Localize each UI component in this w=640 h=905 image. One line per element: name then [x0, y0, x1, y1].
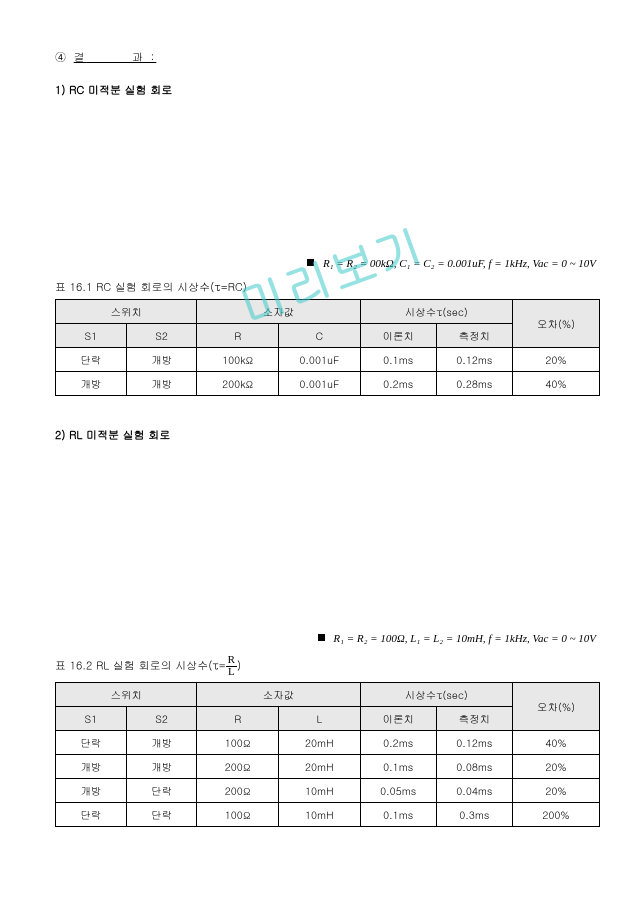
part1-formula: R₁ = R₂ = 00kΩ, C₁ = C₂ = 0.001uF, f = 1… — [55, 258, 600, 270]
cell: 개방 — [126, 731, 197, 755]
table1-caption: 표 16.1 RC 실험 회로의 시상수(τ=RC) — [55, 280, 600, 295]
cell: 0.05ms — [360, 779, 436, 803]
cell: 개방 — [126, 372, 197, 396]
th-elem: 소자값 — [197, 683, 360, 707]
cell: 0.08ms — [436, 755, 512, 779]
th-s1: S1 — [56, 707, 127, 731]
th-switch: 스위치 — [56, 300, 197, 324]
cell: 개방 — [56, 779, 127, 803]
cell: 개방 — [126, 348, 197, 372]
cell: 100Ω — [197, 803, 279, 827]
cell: 10mH — [279, 779, 361, 803]
cell: 0.001uF — [279, 372, 361, 396]
cell: 200kΩ — [197, 372, 279, 396]
th-c: C — [279, 324, 361, 348]
th-r: R — [197, 707, 279, 731]
fraction-den: L — [226, 667, 237, 678]
th-tau: 시상수τ(sec) — [360, 683, 512, 707]
cell: 개방 — [56, 372, 127, 396]
cell: 단락 — [126, 779, 197, 803]
cell: 단락 — [56, 348, 127, 372]
cell: 단락 — [126, 803, 197, 827]
cell: 0.1ms — [360, 803, 436, 827]
cell: 200Ω — [197, 779, 279, 803]
table2-caption: 표 16.2 RL 실험 회로의 시상수(τ=RL) — [55, 655, 600, 678]
th-meas: 측정치 — [436, 324, 512, 348]
section-number: ④ — [55, 50, 68, 65]
table-rc: 스위치 소자값 시상수τ(sec) 오차(%) S1 S2 R C 이론치 측정… — [55, 299, 600, 396]
th-r: R — [197, 324, 279, 348]
cell: 20% — [512, 779, 599, 803]
fraction: RL — [226, 655, 237, 678]
cell: 100Ω — [197, 731, 279, 755]
th-meas: 측정치 — [436, 707, 512, 731]
caption-pre: 표 16.2 RL 실험 회로의 시상수(τ= — [55, 659, 226, 674]
part2-formula-text: R₁ = R₂ = 100Ω, L₁ = L₂ = 10mH, f = 1kHz… — [333, 633, 596, 645]
cell: 200% — [512, 803, 599, 827]
cell: 100kΩ — [197, 348, 279, 372]
cell: 20% — [512, 755, 599, 779]
cell: 20mH — [279, 755, 361, 779]
cell: 40% — [512, 372, 599, 396]
table-row: 개방 개방 200Ω 20mH 0.1ms 0.08ms 20% — [56, 755, 600, 779]
cell: 20mH — [279, 731, 361, 755]
cell: 0.12ms — [436, 348, 512, 372]
table-row: 개방 단락 200Ω 10mH 0.05ms 0.04ms 20% — [56, 779, 600, 803]
th-l: L — [279, 707, 361, 731]
th-theory: 이론치 — [360, 324, 436, 348]
cell: 단락 — [56, 731, 127, 755]
cell: 0.04ms — [436, 779, 512, 803]
cell: 20% — [512, 348, 599, 372]
part1-heading: 1) RC 미적분 실험 회로 — [55, 83, 600, 98]
cell: 0.28ms — [436, 372, 512, 396]
th-theory: 이론치 — [360, 707, 436, 731]
th-s1: S1 — [56, 324, 127, 348]
cell: 0.1ms — [360, 348, 436, 372]
table-row: 개방 개방 200kΩ 0.001uF 0.2ms 0.28ms 40% — [56, 372, 600, 396]
caption-post: ) — [237, 659, 241, 674]
table-row: 단락 단락 100Ω 10mH 0.1ms 0.3ms 200% — [56, 803, 600, 827]
cell: 0.3ms — [436, 803, 512, 827]
part2-heading: 2) RL 미적분 실험 회로 — [55, 428, 600, 443]
th-err: 오차(%) — [512, 300, 599, 348]
th-tau: 시상수τ(sec) — [360, 300, 512, 324]
cell: 0.2ms — [360, 731, 436, 755]
section-title-right: 과 : — [132, 50, 156, 65]
bullet-icon — [318, 634, 325, 641]
cell: 개방 — [56, 755, 127, 779]
th-s2: S2 — [126, 324, 197, 348]
th-switch: 스위치 — [56, 683, 197, 707]
page: 미리보기 ④ 결 과 : 1) RC 미적분 실험 회로 R₁ = R₂ = 0… — [0, 0, 640, 905]
cell: 200Ω — [197, 755, 279, 779]
table-header-row: 스위치 소자값 시상수τ(sec) 오차(%) — [56, 300, 600, 324]
cell: 0.2ms — [360, 372, 436, 396]
cell: 개방 — [126, 755, 197, 779]
cell: 40% — [512, 731, 599, 755]
part1-formula-text: R₁ = R₂ = 00kΩ, C₁ = C₂ = 0.001uF, f = 1… — [323, 258, 596, 270]
cell: 0.12ms — [436, 731, 512, 755]
table-rl: 스위치 소자값 시상수τ(sec) 오차(%) S1 S2 R L 이론치 측정… — [55, 682, 600, 827]
section-title-left: 결 — [74, 50, 87, 65]
part2-formula: R₁ = R₂ = 100Ω, L₁ = L₂ = 10mH, f = 1kHz… — [55, 633, 600, 645]
cell: 단락 — [56, 803, 127, 827]
cell: 0.001uF — [279, 348, 361, 372]
th-err: 오차(%) — [512, 683, 599, 731]
th-elem: 소자값 — [197, 300, 360, 324]
table-row: 단락 개방 100kΩ 0.001uF 0.1ms 0.12ms 20% — [56, 348, 600, 372]
bullet-icon — [307, 259, 314, 266]
table-header-row: 스위치 소자값 시상수τ(sec) 오차(%) — [56, 683, 600, 707]
th-s2: S2 — [126, 707, 197, 731]
cell: 10mH — [279, 803, 361, 827]
part1-figure-placeholder — [55, 110, 600, 250]
table-row: 단락 개방 100Ω 20mH 0.2ms 0.12ms 40% — [56, 731, 600, 755]
section-heading: ④ 결 과 : — [55, 50, 600, 65]
part2-figure-placeholder — [55, 455, 600, 625]
cell: 0.1ms — [360, 755, 436, 779]
